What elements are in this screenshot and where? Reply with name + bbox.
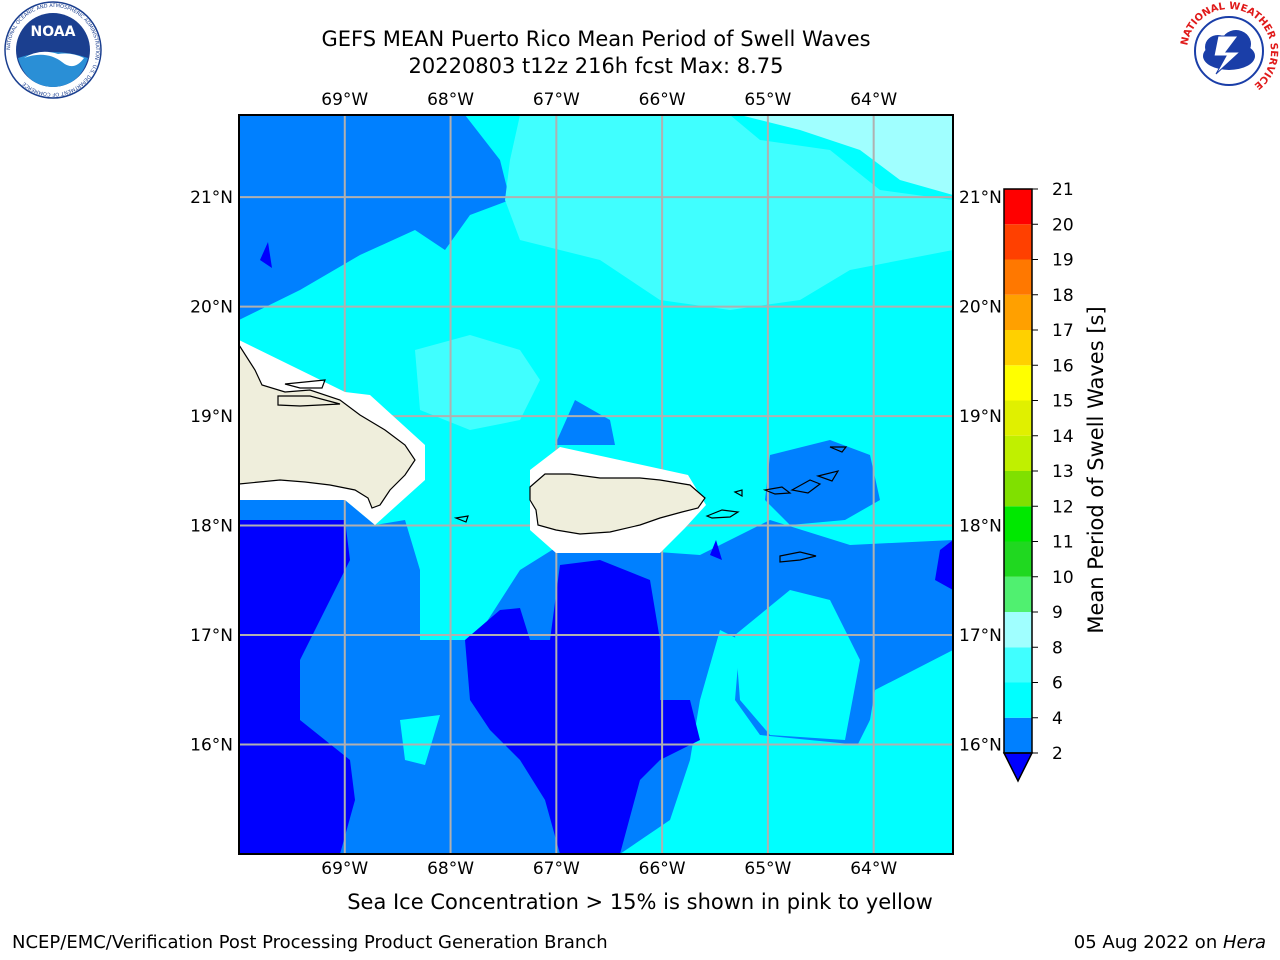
colorbar-bin xyxy=(1004,294,1032,330)
lat-label-right: 18°N xyxy=(959,517,1002,537)
generation-date: 05 Aug 2022 on Hera xyxy=(1074,932,1266,953)
contour-8-9s xyxy=(740,115,953,195)
contour-4-6s-center xyxy=(735,590,860,740)
colorbar-bin xyxy=(1004,435,1032,471)
contour-under-2s-spot2 xyxy=(710,540,722,560)
colorbar-bin xyxy=(1004,717,1032,753)
lat-label-left: 20°N xyxy=(190,298,233,318)
lon-label-top: 68°W xyxy=(427,90,474,110)
colorbar-tick-label: 6 xyxy=(1052,674,1063,694)
colorbar-bin xyxy=(1004,189,1032,225)
lat-label-left: 18°N xyxy=(190,517,233,537)
title-line-1: GEFS MEAN Puerto Rico Mean Period of Swe… xyxy=(321,27,871,51)
lat-label-left: 19°N xyxy=(190,407,233,427)
colorbar-bin xyxy=(1004,612,1032,648)
colorbar-tick-label: 20 xyxy=(1052,215,1074,235)
contour-2-4s-north xyxy=(239,115,510,320)
lat-label-right: 20°N xyxy=(959,298,1002,318)
colorbar-tick-label: 14 xyxy=(1052,427,1074,447)
colorbar-tick-label: 10 xyxy=(1052,568,1074,588)
contour-6-8s-mid xyxy=(415,335,540,430)
colorbar-tick-label: 4 xyxy=(1052,709,1063,729)
lat-label-right: 17°N xyxy=(959,626,1002,646)
colorbar-tick-label: 13 xyxy=(1052,462,1074,482)
colorbar-bin xyxy=(1004,224,1032,260)
contour-2-4s-islands xyxy=(765,440,880,525)
contour-4-6s-tongue xyxy=(400,715,440,765)
lon-label-bottom: 65°W xyxy=(744,859,791,879)
virgin-islands xyxy=(733,446,848,498)
lat-label-left: 21°N xyxy=(190,188,233,208)
plot-frame xyxy=(238,114,954,855)
colorbar-bin xyxy=(1004,400,1032,436)
colorbar-tick-label: 21 xyxy=(1052,180,1074,200)
colorbar-bin xyxy=(1004,506,1032,542)
lon-label-top: 67°W xyxy=(533,90,580,110)
svg-text:NOAA: NOAA xyxy=(31,24,76,40)
colorbar-bin xyxy=(1004,647,1032,683)
colorbar-bin xyxy=(1004,541,1032,577)
lon-label-top: 64°W xyxy=(850,90,897,110)
colorbar-bin xyxy=(1004,576,1032,612)
producer-credit: NCEP/EMC/Verification Post Processing Pr… xyxy=(12,932,608,953)
title-line-2: 20220803 t12z 216h fcst Max: 8.75 xyxy=(408,54,784,78)
tortuga xyxy=(277,379,341,407)
colorbar-bin xyxy=(1004,471,1032,507)
lon-label-top: 69°W xyxy=(321,90,368,110)
lon-label-top: 65°W xyxy=(744,90,791,110)
nws-logo: NATIONAL WEATHER SERVICE xyxy=(1179,1,1279,99)
colorbar-bin xyxy=(1004,682,1032,718)
lat-label-right: 21°N xyxy=(959,188,1002,208)
colorbar-tick-label: 12 xyxy=(1052,497,1074,517)
contour-2-4s-channel xyxy=(555,400,615,445)
colorbar-tick-label: 11 xyxy=(1052,533,1074,553)
contour-under-2s-spot xyxy=(260,242,272,268)
machine-name: Hera xyxy=(1222,932,1266,953)
colorbar-tick-label: 18 xyxy=(1052,286,1074,306)
lon-label-bottom: 64°W xyxy=(850,859,897,879)
lon-label-bottom: 68°W xyxy=(427,859,474,879)
colorbar-tick-label: 16 xyxy=(1052,356,1074,376)
lat-label-left: 17°N xyxy=(190,626,233,646)
colorbar-tick-label: 8 xyxy=(1052,638,1063,658)
contour-4-6s-southeast xyxy=(850,650,953,854)
date-text: 05 Aug 2022 on xyxy=(1073,932,1223,953)
lon-label-top: 66°W xyxy=(639,90,686,110)
noaa-logo: NOAA NATIONAL OCEANIC AND ATMOSPHERIC AD… xyxy=(4,1,102,99)
lon-label-bottom: 67°W xyxy=(533,859,580,879)
st-croix xyxy=(779,551,817,563)
colorbar-tick-label: 17 xyxy=(1052,321,1074,341)
lat-label-right: 19°N xyxy=(959,407,1002,427)
colorbar-bin xyxy=(1004,259,1032,295)
contour-under-2s-ne xyxy=(935,540,953,590)
mona-island xyxy=(453,515,469,523)
land-areas xyxy=(239,340,848,563)
lat-label-right: 16°N xyxy=(959,736,1002,756)
colorbar-tick-label: 19 xyxy=(1052,251,1074,271)
contour-under-2s-west xyxy=(239,520,355,854)
colorbar-tick-label: 2 xyxy=(1052,744,1063,764)
lat-label-left: 16°N xyxy=(190,736,233,756)
colorbar-under-arrow xyxy=(1002,752,1034,783)
vieques xyxy=(705,509,740,519)
colorbar-tick-label: 9 xyxy=(1052,603,1063,623)
colorbar-title: Mean Period of Swell Waves [s] xyxy=(1084,306,1108,634)
colorbar-bin xyxy=(1004,365,1032,401)
puerto-rico xyxy=(529,473,706,535)
axis-labels: 69°W 69°W 68°W 68°W 67°W 67°W 66°W 66°W 65°W 65°W… xyxy=(190,90,1002,879)
lon-label-bottom: 66°W xyxy=(639,859,686,879)
map-title: GEFS MEAN Puerto Rico Mean Period of Swe… xyxy=(296,26,896,80)
colorbar-tick-label: 15 xyxy=(1052,392,1074,412)
contour-under-2s-center xyxy=(465,560,700,854)
contour-6-8s-north xyxy=(505,115,953,310)
colorbar: 2 4 6 8 9 10 11 12 13 14 15 16 17 18 19 20 21 xyxy=(1002,180,1074,783)
sea-ice-note: Sea Ice Concentration > 15% is shown in … xyxy=(347,890,933,914)
colorbar-bin xyxy=(1004,330,1032,366)
hispaniola xyxy=(239,343,416,509)
lon-label-bottom: 69°W xyxy=(321,859,368,879)
